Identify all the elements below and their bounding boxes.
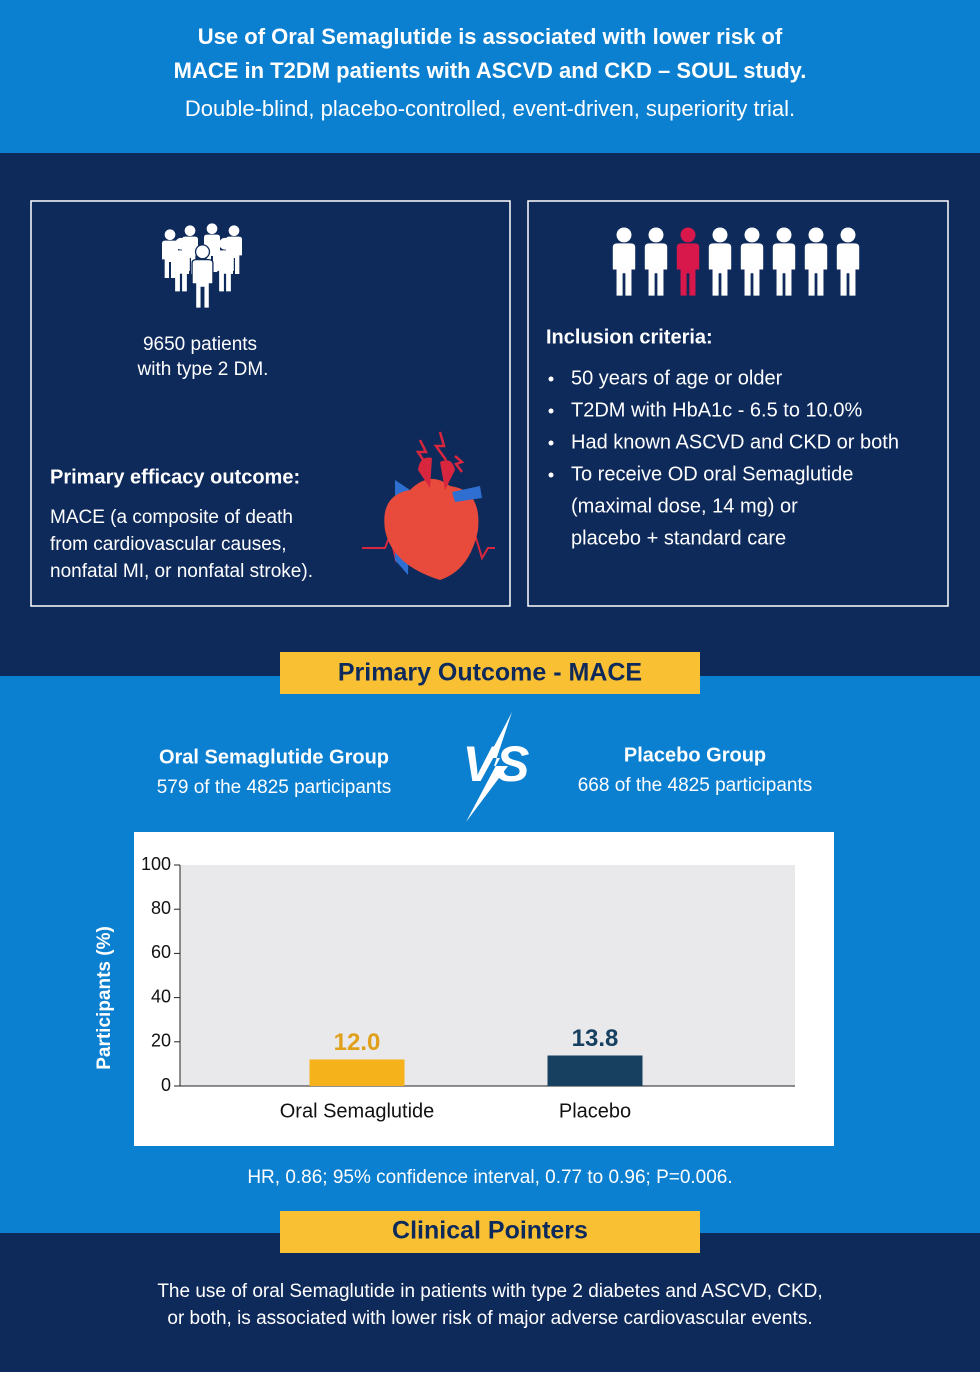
outcome-text: MACE (a composite of death <box>50 507 293 528</box>
subtitle: Double-blind, placebo-controlled, event-… <box>185 96 795 121</box>
pointers-band <box>0 1233 980 1372</box>
section-label: Clinical Pointers <box>392 1217 588 1245</box>
y-tick-label: 0 <box>161 1075 171 1095</box>
inclusion-item: Had known ASCVD and CKD or both <box>571 431 899 453</box>
bar <box>309 1059 405 1086</box>
inclusion-item: To receive OD oral Semaglutide <box>571 463 853 485</box>
header-band <box>0 0 980 153</box>
inclusion-item: T2DM with HbA1c - 6.5 to 10.0% <box>571 399 862 421</box>
inclusion-heading: Inclusion criteria: <box>546 326 713 348</box>
y-tick-label: 20 <box>151 1031 171 1051</box>
patients-text: with type 2 DM. <box>137 359 269 380</box>
inclusion-item: (maximal dose, 14 mg) or <box>571 495 798 517</box>
inclusion-item: 50 years of age or older <box>571 367 783 389</box>
inclusion-item: placebo + standard care <box>571 527 786 549</box>
bullet <box>548 440 554 446</box>
inclusion-list: Inclusion criteria: 50 years of age or o… <box>546 326 899 549</box>
group-detail: 579 of the 4825 participants <box>157 777 392 798</box>
x-tick-label: Placebo <box>559 1100 631 1122</box>
value-label: 12.0 <box>334 1029 381 1056</box>
plot-area <box>180 865 795 1086</box>
y-axis-label: Participants (%) <box>94 926 115 1070</box>
vs-text: VS <box>463 736 530 792</box>
hr-note: HR, 0.86; 95% confidence interval, 0.77 … <box>247 1167 732 1188</box>
y-tick-label: 60 <box>151 942 171 962</box>
chart: 0 20 40 60 80 100 12.0 Oral Semaglutide 13.8 Plac… <box>141 854 643 1122</box>
group-name: Placebo Group <box>624 744 766 766</box>
pointers-text: or both, is associated with lower risk o… <box>167 1308 812 1329</box>
group-detail: 668 of the 4825 participants <box>578 775 813 796</box>
label-box <box>280 652 700 694</box>
outcome-text: from cardiovascular causes, <box>50 534 287 555</box>
value-label: 13.8 <box>572 1025 619 1052</box>
y-tick-label: 40 <box>151 986 171 1006</box>
label-box <box>280 1211 700 1253</box>
section-label: Primary Outcome - MACE <box>338 659 642 687</box>
title: MACE in T2DM patients with ASCVD and CKD… <box>174 58 807 83</box>
vs-bolt <box>466 712 512 822</box>
outcome-heading: Primary efficacy outcome: <box>50 466 300 488</box>
group-name: Oral Semaglutide Group <box>159 746 389 768</box>
outcome-text: nonfatal MI, or nonfatal stroke). <box>50 561 313 582</box>
title: Use of Oral Semaglutide is associated wi… <box>198 24 783 49</box>
inclusion-box <box>527 200 949 607</box>
bullet <box>548 472 554 478</box>
bullet <box>548 376 554 382</box>
heart-icon <box>362 431 495 580</box>
patients-text: 9650 patients <box>143 334 257 355</box>
x-tick-label: Oral Semaglutide <box>280 1100 435 1122</box>
bar <box>547 1055 643 1086</box>
pointers-text: The use of oral Semaglutide in patients … <box>157 1281 822 1302</box>
bullet <box>548 408 554 414</box>
study-box <box>30 200 511 607</box>
y-tick-label: 80 <box>151 898 171 918</box>
y-tick-label: 100 <box>141 854 171 874</box>
